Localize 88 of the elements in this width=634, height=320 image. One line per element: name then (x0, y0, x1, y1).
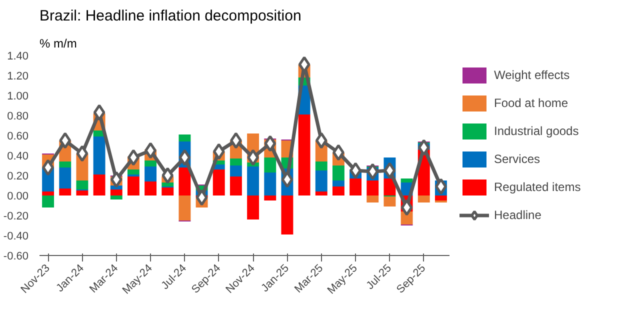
bar (264, 172, 276, 196)
chart-title: Brazil: Headline inflation decomposition (40, 8, 302, 24)
bar (42, 196, 54, 208)
bar (162, 188, 174, 196)
y-tick-label: 1.40 (7, 50, 29, 62)
point (418, 139, 430, 156)
point (93, 104, 106, 121)
bar (76, 190, 88, 196)
bar (264, 196, 276, 200)
bar (144, 160, 157, 166)
point (247, 149, 259, 166)
legend-label: Weight effects (494, 68, 570, 82)
point (162, 167, 174, 184)
y-tick-label: 0.80 (7, 110, 29, 122)
point (144, 142, 156, 159)
legend-label: Industrial goods (494, 124, 579, 138)
point (196, 189, 208, 206)
bar (247, 196, 260, 220)
legend-label: Services (494, 152, 540, 166)
legend-label: Headline (494, 208, 542, 222)
bar (315, 192, 328, 196)
bar (400, 178, 413, 182)
y-axis-title: % m/m (40, 36, 77, 50)
point (332, 144, 344, 161)
bar (178, 196, 191, 220)
bar (384, 178, 396, 196)
bar (366, 180, 379, 196)
point (59, 132, 72, 149)
bar (93, 136, 106, 174)
bar (332, 186, 344, 196)
bar (110, 190, 122, 196)
legend-label: Food at home (494, 96, 568, 110)
bar (212, 170, 225, 196)
bar (59, 162, 72, 168)
bar (298, 114, 310, 196)
point (42, 159, 54, 176)
y-tick-label: 0.60 (7, 130, 29, 142)
bar (315, 162, 328, 170)
y-tick-label: 0.00 (7, 190, 29, 202)
bar (59, 188, 72, 196)
bar (144, 182, 157, 196)
bar (127, 176, 140, 196)
bar (127, 170, 140, 174)
bar (93, 174, 106, 196)
bar (230, 166, 242, 176)
bar (264, 158, 276, 172)
bar (162, 182, 174, 186)
bar (315, 170, 328, 192)
y-tick-label: -0.40 (3, 230, 29, 242)
bar (384, 196, 396, 206)
bar (230, 158, 242, 166)
point (178, 149, 191, 166)
bar (144, 166, 157, 182)
y-tick-label: 0.20 (7, 170, 29, 182)
point (350, 162, 362, 179)
point (128, 149, 140, 166)
bar (434, 196, 447, 200)
point (264, 135, 276, 152)
bar (418, 196, 430, 202)
point (435, 178, 447, 195)
point (212, 143, 225, 160)
point (281, 171, 294, 188)
point (110, 171, 122, 188)
bar (42, 192, 54, 196)
point (400, 199, 413, 216)
point (315, 132, 328, 149)
point (76, 145, 88, 162)
point (384, 162, 396, 179)
bar (281, 196, 294, 234)
point (230, 132, 242, 149)
bar (350, 178, 362, 196)
legend-label: Regulated items (494, 180, 581, 194)
bar (332, 166, 344, 180)
bar (230, 176, 242, 196)
bar (110, 196, 122, 200)
y-tick-label: 0.40 (7, 150, 29, 162)
bar (178, 134, 191, 142)
y-tick-label: -0.20 (3, 210, 29, 222)
bar (59, 168, 72, 188)
bar (366, 196, 379, 202)
bar (247, 166, 260, 196)
bar (178, 168, 191, 196)
y-tick-label: 1.00 (7, 90, 29, 102)
point (366, 163, 379, 180)
y-tick-label: 1.20 (7, 70, 29, 82)
bar (76, 180, 88, 190)
y-tick-label: -0.60 (3, 250, 29, 262)
bar (332, 180, 344, 186)
